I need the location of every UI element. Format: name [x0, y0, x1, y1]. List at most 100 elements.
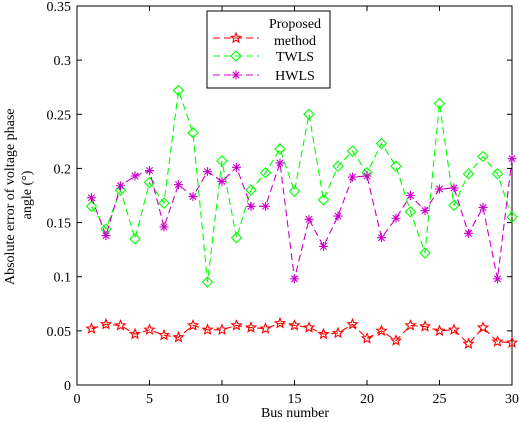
data-point-marker	[348, 172, 357, 182]
series-line	[90, 158, 513, 280]
data-point-marker	[491, 335, 504, 347]
data-point-marker	[288, 318, 301, 331]
data-point-marker	[259, 322, 272, 334]
data-point-marker	[203, 167, 212, 177]
y-tick-label: 0.1	[54, 271, 72, 286]
x-axis-label: Bus number	[261, 406, 329, 421]
data-point-marker	[448, 199, 460, 212]
series-0	[85, 316, 519, 350]
data-point-marker	[319, 241, 328, 251]
data-point-marker	[101, 231, 111, 241]
data-point-marker	[130, 171, 140, 181]
series-layer	[85, 84, 519, 350]
x-tick-label: 0	[74, 392, 81, 407]
data-point-marker	[172, 84, 185, 97]
legend-label: TWLS	[276, 50, 314, 65]
y-axis-label: Absolute error of voltage phase angle (°…	[3, 105, 35, 285]
x-tick-label: 30	[505, 392, 519, 407]
y-tick-label: 0.15	[47, 217, 72, 232]
y-axis: 0 0.05 0.1 0.15 0.2 0.25 0.3 0.35	[47, 0, 512, 394]
data-point-marker	[404, 205, 417, 218]
data-point-marker	[116, 181, 125, 191]
data-point-marker	[172, 330, 185, 343]
data-point-marker	[259, 166, 272, 179]
series-2	[87, 154, 517, 284]
data-point-marker	[261, 201, 270, 211]
data-point-marker	[375, 137, 388, 150]
data-point-marker	[433, 324, 446, 337]
data-point-marker	[419, 247, 431, 259]
data-point-marker	[477, 150, 489, 163]
data-point-marker	[230, 318, 243, 331]
x-tick-label: 10	[215, 392, 229, 407]
data-point-marker	[244, 321, 258, 333]
data-point-marker	[404, 318, 417, 331]
data-point-marker	[505, 336, 519, 349]
data-point-marker	[215, 323, 229, 336]
data-point-marker	[275, 158, 285, 168]
y-axis-label-line-1: Absolute error of voltage phase	[3, 109, 18, 286]
data-point-marker	[304, 214, 314, 224]
x-axis: 0 5 10 15 20 25 30	[74, 6, 519, 407]
data-point-marker	[174, 180, 183, 190]
data-point-marker	[245, 184, 257, 196]
data-point-marker	[390, 160, 402, 173]
data-point-marker	[331, 326, 345, 339]
data-point-marker	[85, 322, 98, 334]
data-point-marker	[391, 213, 401, 223]
data-point-marker	[158, 197, 170, 209]
data-point-marker	[476, 321, 490, 333]
data-point-marker	[447, 323, 461, 336]
legend-label: Proposed method	[269, 17, 321, 49]
data-point-marker	[462, 337, 475, 350]
data-point-marker	[99, 317, 113, 330]
data-point-marker	[143, 323, 156, 336]
data-point-marker	[449, 183, 459, 193]
data-point-marker	[362, 171, 372, 181]
data-point-marker	[302, 321, 316, 333]
y-tick-label: 0.05	[47, 325, 72, 340]
data-point-marker	[360, 331, 374, 344]
data-point-marker	[507, 154, 517, 164]
legend-label: HWLS	[275, 69, 315, 84]
data-point-marker	[346, 317, 359, 330]
data-point-marker	[478, 202, 488, 212]
data-point-marker	[128, 327, 142, 340]
data-point-marker	[187, 126, 199, 139]
data-point-marker	[462, 168, 475, 180]
legend-marker	[229, 31, 243, 44]
data-point-marker	[420, 206, 430, 216]
data-point-marker	[232, 162, 241, 172]
y-tick-label: 0.25	[47, 108, 72, 123]
data-point-marker	[145, 166, 154, 176]
data-point-marker	[491, 168, 504, 180]
data-point-marker	[87, 193, 96, 203]
data-point-marker	[201, 323, 214, 336]
series-line	[91, 322, 513, 345]
y-tick-label: 0.3	[54, 54, 72, 69]
data-point-marker	[246, 201, 256, 211]
data-point-marker	[288, 185, 301, 197]
legend-marker	[230, 50, 242, 62]
data-point-marker	[159, 222, 169, 232]
data-point-marker	[317, 327, 330, 340]
legend-label-line: TWLS	[276, 50, 314, 65]
data-point-marker	[188, 192, 198, 202]
x-tick-label: 15	[288, 392, 302, 407]
data-point-marker	[85, 200, 98, 213]
data-point-marker	[464, 228, 473, 238]
data-point-marker	[493, 274, 502, 284]
x-tick-label: 25	[433, 392, 447, 407]
data-point-marker	[230, 231, 243, 244]
data-point-marker	[506, 211, 518, 223]
data-point-marker	[317, 194, 330, 206]
data-point-marker	[216, 155, 228, 167]
legend-label-line: HWLS	[275, 69, 315, 84]
y-tick-label: 0.2	[54, 162, 72, 177]
legend-label-line: method	[274, 34, 316, 49]
data-point-marker	[435, 184, 444, 194]
data-point-marker	[346, 145, 359, 157]
legend-label-line: Proposed	[269, 17, 321, 32]
